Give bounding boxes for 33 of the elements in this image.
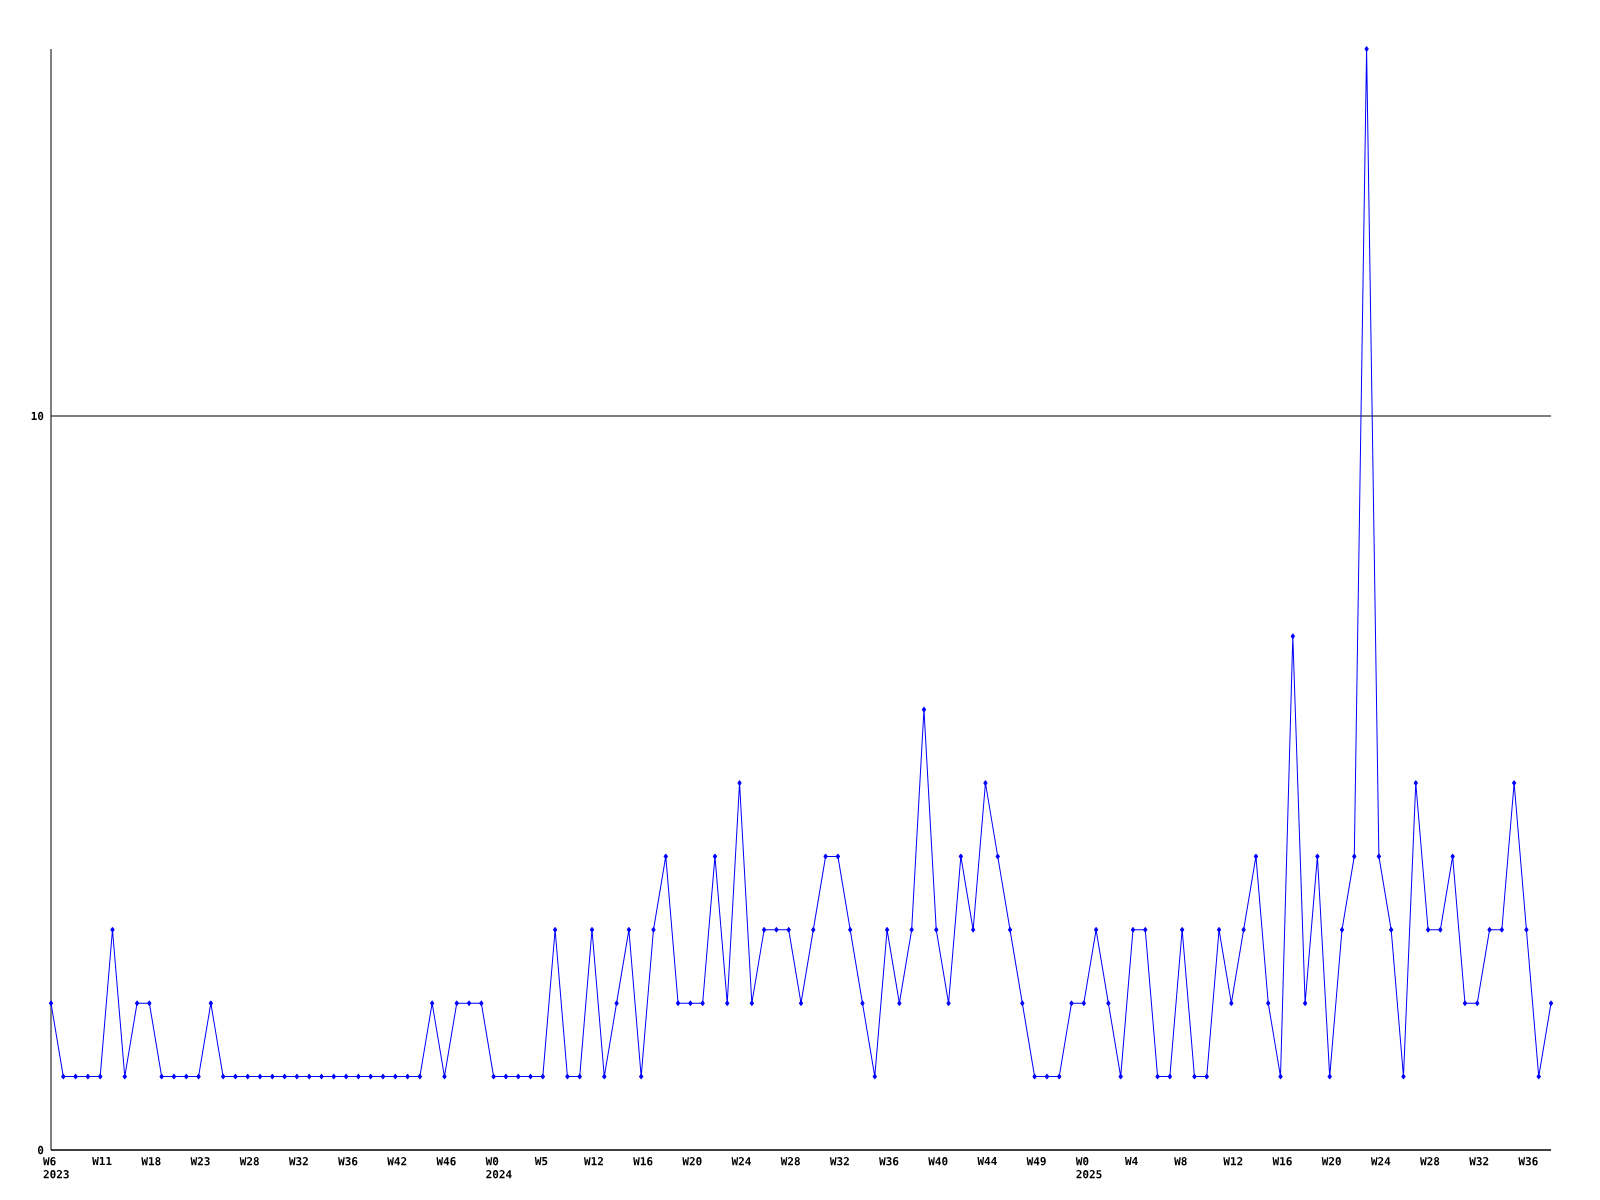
x-tick-label: W28 xyxy=(1420,1157,1440,1166)
x-tick-label: W32 xyxy=(829,1157,849,1166)
x-tick-label: W4 xyxy=(1124,1157,1138,1166)
x-tick-label: W32 xyxy=(1469,1157,1489,1166)
x-tick-label: W8 xyxy=(1174,1157,1187,1166)
x-tick-label: W16 xyxy=(1272,1157,1292,1166)
x-tick-label: W42 xyxy=(387,1157,407,1166)
x-tick-label: W18 xyxy=(141,1157,161,1166)
x-tick-label: W0 2024 xyxy=(485,1157,512,1179)
x-tick-label: W36 xyxy=(1518,1157,1538,1166)
x-tick-label: W28 xyxy=(239,1157,259,1166)
x-tick-label: W0 2025 xyxy=(1075,1157,1102,1179)
x-tick-label: W24 xyxy=(1370,1157,1391,1166)
x-tick-label: W46 xyxy=(436,1157,456,1166)
x-tick-label: W5 xyxy=(534,1157,548,1166)
y-tick-label: 10 xyxy=(31,411,44,421)
x-tick-label: W40 xyxy=(928,1157,948,1166)
x-tick-label: W28 xyxy=(780,1157,800,1166)
x-tick-label: W44 xyxy=(977,1157,997,1166)
x-tick-label: W24 xyxy=(731,1157,751,1166)
x-tick-label: W36 xyxy=(879,1157,899,1166)
x-tick-label: W6 2023 xyxy=(43,1157,69,1179)
x-tick-label: W12 xyxy=(583,1157,603,1166)
x-tick-label: W20 xyxy=(1321,1157,1341,1166)
x-tick-label: W20 xyxy=(682,1157,702,1166)
x-tick-label: W12 xyxy=(1223,1157,1243,1166)
y-tick-label: 0 xyxy=(37,1145,44,1155)
x-tick-label: W36 xyxy=(338,1157,358,1166)
x-tick-label: W11 xyxy=(92,1157,112,1166)
x-tick-label: W32 xyxy=(288,1157,308,1166)
x-tick-label: W16 xyxy=(633,1157,653,1166)
x-tick-label: W23 xyxy=(190,1157,210,1166)
x-tick-label: W49 xyxy=(1026,1157,1046,1166)
